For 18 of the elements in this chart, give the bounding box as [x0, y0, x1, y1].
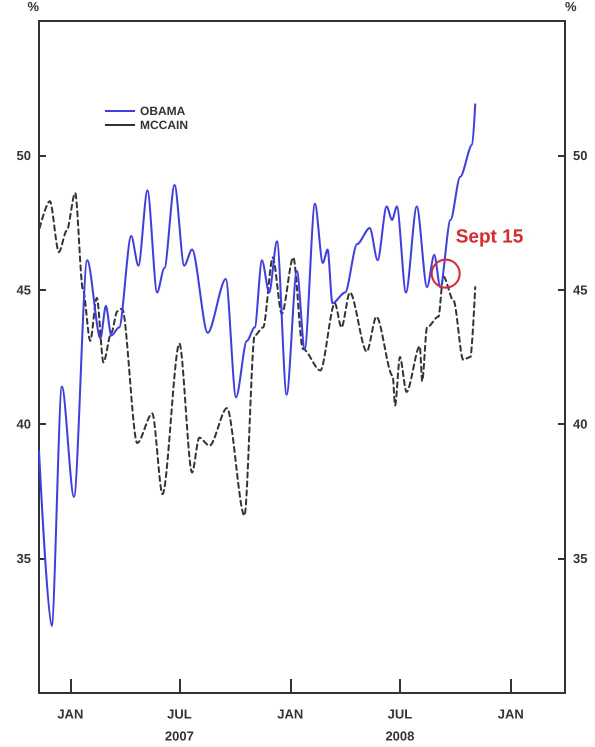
legend-label: MCCAIN [140, 118, 188, 132]
y-axis-title: % [27, 0, 40, 14]
y2-tick-label: 50 [573, 148, 588, 163]
y-tick-label: 50 [16, 148, 31, 163]
x-tick-label: JAN [277, 706, 304, 722]
y2-tick-label: 40 [573, 416, 588, 432]
x-tick-label: JUL 2008 [385, 706, 414, 744]
x-tick-label: JAN [57, 706, 84, 722]
y-tick-label: 40 [16, 416, 31, 432]
x-tick-label: JUL 2007 [164, 706, 194, 744]
legend-label: OBAMA [140, 104, 186, 118]
y-tick-label: 35 [16, 551, 31, 566]
y2-tick-label: 45 [573, 282, 588, 298]
y2-tick-label: 35 [573, 551, 588, 566]
annotation: Sept 15 [456, 226, 524, 248]
x-tick-label: JAN [498, 706, 524, 722]
y-tick-label: 45 [16, 282, 31, 298]
y2-axis-title: % [565, 0, 577, 14]
